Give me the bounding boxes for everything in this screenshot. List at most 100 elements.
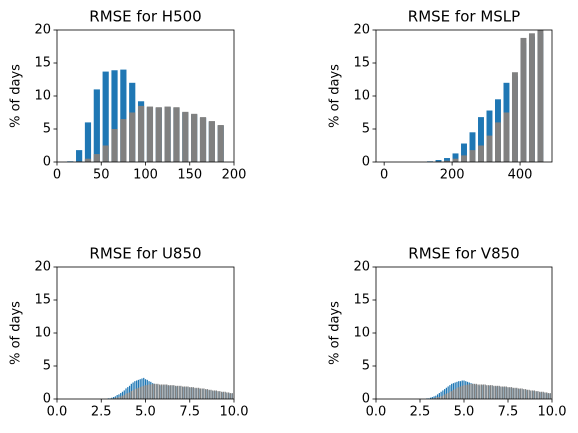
bar [182, 111, 189, 162]
bar [228, 392, 230, 399]
x-tick-label: 7.5 [498, 405, 519, 420]
bar [229, 393, 232, 399]
bar [231, 393, 233, 399]
bar [118, 394, 120, 399]
bar [458, 387, 460, 399]
bar [173, 107, 180, 162]
bar [466, 384, 469, 399]
bar [153, 383, 155, 399]
bar [143, 385, 145, 399]
x-tick-label: 5.0 [135, 405, 156, 420]
x-tick-label: 0.0 [366, 405, 387, 420]
bar [498, 385, 500, 399]
bar [495, 385, 497, 399]
bar [121, 391, 124, 399]
bar [442, 390, 444, 399]
bar [93, 89, 100, 162]
bar [174, 385, 177, 399]
bar [137, 105, 145, 162]
bar [146, 385, 148, 399]
x-tick-label: 0 [380, 168, 388, 183]
y-tick-label: 10 [353, 89, 370, 104]
bar [191, 113, 198, 162]
bar [431, 397, 433, 399]
y-axis-label: % of days [328, 301, 343, 365]
bar [159, 384, 161, 399]
bar [516, 387, 518, 399]
bar [469, 132, 476, 162]
bar [176, 385, 178, 399]
bar [217, 391, 219, 399]
y-axis-label: % of days [9, 64, 24, 128]
bar [452, 153, 459, 162]
bar [451, 391, 453, 399]
bar [528, 33, 535, 162]
bar [113, 397, 115, 399]
bar [447, 393, 449, 399]
bar [157, 383, 159, 399]
bar [220, 391, 223, 399]
bar [519, 388, 521, 399]
bar [171, 385, 173, 399]
bar [502, 386, 504, 399]
bar [438, 397, 440, 399]
bar [440, 396, 442, 399]
bar [542, 391, 544, 399]
y-tick-label: 0 [43, 155, 51, 170]
bar [111, 129, 118, 162]
bar [511, 72, 518, 162]
bar [468, 384, 470, 399]
bar [185, 386, 187, 399]
bar [459, 386, 462, 399]
bar [116, 395, 118, 399]
bar [114, 397, 117, 399]
bar [510, 387, 513, 399]
bar [155, 107, 162, 162]
bar [479, 384, 481, 399]
bar [162, 384, 164, 399]
subplot: RMSE for V850 % of days 0 5 10 15 20 0.0 2.5 5.0 7… [328, 245, 567, 420]
bar [212, 390, 214, 399]
x-tick-label: 150 [177, 168, 202, 183]
chart-title: RMSE for V850 [408, 245, 519, 263]
bar [484, 384, 486, 399]
chart-title: RMSE for H500 [89, 8, 201, 26]
bar [146, 106, 154, 162]
x-tick-label: 0.0 [47, 405, 68, 420]
bar [120, 393, 122, 399]
bar [84, 122, 92, 162]
bar [530, 390, 532, 399]
y-tick-label: 15 [353, 56, 370, 71]
y-axis-label: % of days [328, 64, 343, 128]
x-tick-label: 0 [53, 168, 61, 183]
bar [120, 119, 127, 162]
y-tick-label: 20 [34, 23, 51, 38]
bar [493, 385, 495, 399]
bar [523, 389, 525, 399]
bar [444, 394, 446, 399]
bar [445, 387, 448, 399]
bar [136, 388, 138, 399]
bar [129, 112, 136, 162]
chart-title: RMSE for MSLP [408, 8, 520, 26]
bar [148, 384, 150, 399]
bar [526, 389, 528, 399]
bar [547, 393, 550, 399]
bar [222, 391, 224, 399]
bar [535, 391, 537, 399]
y-tick-label: 0 [43, 392, 51, 407]
bar [440, 391, 442, 399]
bar [533, 390, 536, 399]
bar [500, 386, 502, 399]
bar [190, 387, 193, 399]
bar [486, 385, 488, 399]
bar [178, 385, 180, 399]
bar [182, 386, 184, 399]
x-tick-label: 200 [222, 168, 247, 183]
bar [537, 30, 544, 162]
bar [491, 385, 493, 399]
x-tick-label: 7.5 [179, 405, 200, 420]
